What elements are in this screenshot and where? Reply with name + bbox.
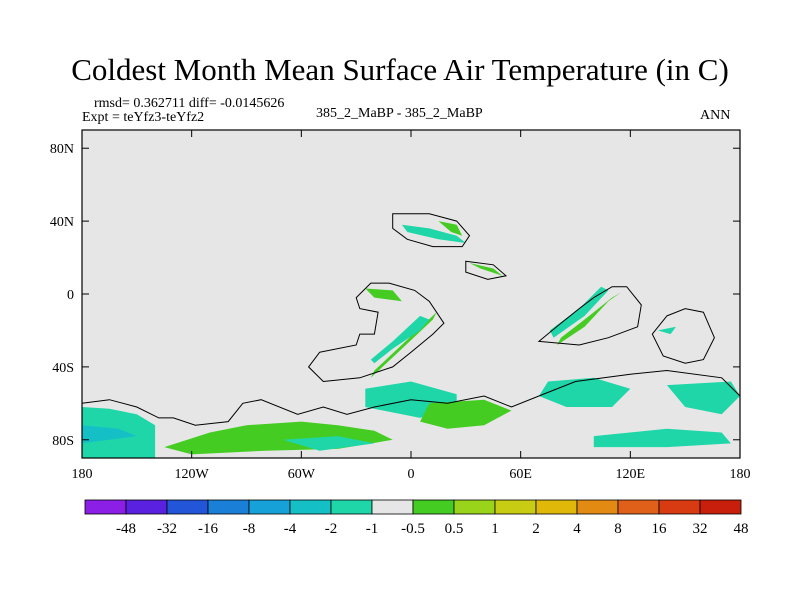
- y-tick-label: 40S: [52, 361, 74, 376]
- colorbar-swatch: [617, 499, 660, 515]
- colorbar-swatch: [371, 499, 414, 515]
- x-tick-label: 0: [408, 467, 415, 482]
- colorbar-label: -1: [366, 521, 379, 537]
- colorbar-swatch: [699, 499, 742, 515]
- colorbar-swatch: [166, 499, 209, 515]
- right-label: ANN: [700, 108, 731, 123]
- x-tick-label: 60W: [288, 467, 316, 482]
- colorbar-swatch: [248, 499, 291, 515]
- contour-outlines: [81, 213, 741, 426]
- region-pacific-green-band: [557, 292, 622, 345]
- continent-c-outline: [651, 308, 715, 364]
- x-tick-label: 180: [730, 467, 751, 482]
- region-antarctic-east-cyan: [283, 436, 375, 451]
- colorbar-label: -32: [157, 521, 177, 537]
- colorbar-swatch: [289, 499, 332, 515]
- center-label: 385_2_MaBP - 385_2_MaBP: [316, 106, 483, 121]
- region-south-atlantic-green: [420, 399, 512, 429]
- colorbar-label: 4: [573, 521, 581, 537]
- continent-d-outline: [392, 213, 471, 248]
- x-tick-label: 120E: [616, 467, 646, 482]
- colorbar-swatch: [576, 499, 619, 515]
- region-europe-cyan: [401, 224, 466, 243]
- y-axis: 80N 40N 0 40S 80S: [50, 142, 740, 449]
- region-south-pacific-east-cyan: [666, 381, 740, 415]
- colorbar-label: -8: [243, 521, 256, 537]
- x-tick-label: 120W: [175, 467, 210, 482]
- continent-e-outline: [465, 260, 508, 280]
- anomaly-fills: [82, 221, 740, 458]
- x-tick-label: 180: [72, 467, 93, 482]
- colorbar-label: 0.5: [445, 521, 464, 537]
- colorbar-swatch: [84, 499, 127, 515]
- region-tropical-atlantic-green: [365, 288, 402, 302]
- colorbar-label: 8: [614, 521, 622, 537]
- colorbar-label: 48: [734, 521, 749, 537]
- stats-line: rmsd= 0.362711 diff= -0.0145626: [94, 96, 285, 111]
- expt-line: Expt = teYfz3-teYfz2: [82, 110, 205, 125]
- colorbar-label: -16: [198, 521, 218, 537]
- colorbar-label: 2: [532, 521, 540, 537]
- colorbar-swatch: [412, 499, 455, 515]
- colorbar-swatch: [330, 499, 373, 515]
- colorbar-label: -0.5: [401, 521, 425, 537]
- colorbar-label: -4: [284, 521, 297, 537]
- colorbar-label: 1: [491, 521, 499, 537]
- y-tick-label: 40N: [50, 215, 74, 230]
- antarctica-outline: [81, 369, 741, 426]
- colorbar-swatch: [125, 499, 168, 515]
- region-europe-green: [438, 221, 463, 236]
- chart-title: Coldest Month Mean Surface Air Temperatu…: [71, 52, 729, 87]
- region-antarctic-west-blue-deep: [82, 425, 137, 444]
- y-tick-label: 80N: [50, 142, 74, 157]
- y-tick-label: 80S: [52, 434, 74, 449]
- colorbar-swatch: [207, 499, 250, 515]
- colorbar: -48 -32 -16 -8 -4 -2 -1 -0.5 0.5 1 2 4 8 16 32 48: [84, 499, 749, 537]
- colorbar-label: 32: [693, 521, 708, 537]
- colorbar-label: -2: [325, 521, 338, 537]
- region-southern-ocean-east-cyan: [593, 428, 731, 448]
- region-west-pacific-cyan: [657, 326, 676, 335]
- region-asia-green: [469, 263, 503, 276]
- colorbar-swatch: [494, 499, 537, 515]
- continent-b-outline: [537, 286, 642, 346]
- y-tick-label: 0: [67, 288, 74, 303]
- colorbar-swatch: [453, 499, 496, 515]
- colorbar-label: -48: [116, 521, 136, 537]
- region-south-america-coast-cyan: [370, 315, 430, 364]
- region-pacific-cyan-band: [549, 286, 609, 338]
- continent-a-outline: [307, 282, 445, 383]
- x-tick-label: 60E: [509, 467, 532, 482]
- region-indian-ocean-cyan: [538, 377, 631, 407]
- colorbar-swatch: [535, 499, 578, 515]
- colorbar-swatch: [658, 499, 701, 515]
- colorbar-label: 16: [652, 521, 668, 537]
- x-axis: 180 120W 60W 0 60E 120E 180: [72, 130, 751, 482]
